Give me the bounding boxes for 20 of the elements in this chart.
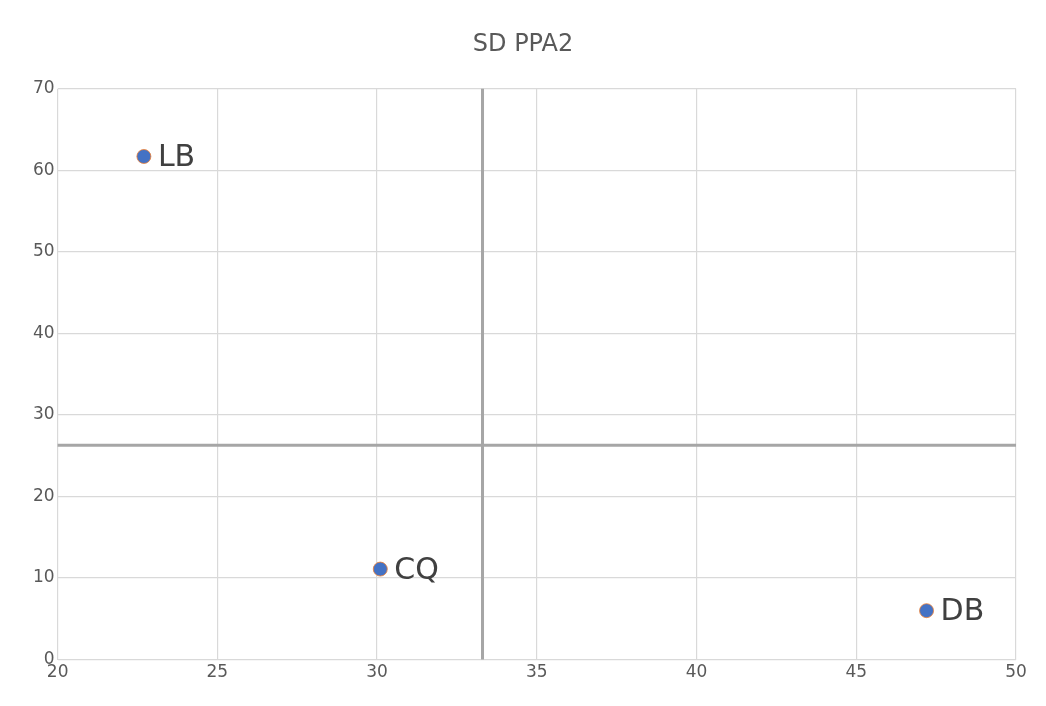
y-tick-label: 20 bbox=[32, 484, 55, 505]
point bbox=[136, 149, 152, 164]
y-tick-label: 30 bbox=[32, 403, 55, 424]
y-tick-label: 10 bbox=[32, 566, 55, 587]
y-tick-label: 60 bbox=[32, 158, 55, 179]
annotation: CQ bbox=[394, 550, 439, 586]
annotation: LB bbox=[157, 138, 196, 174]
x-tick-label: 25 bbox=[206, 661, 229, 682]
x-tick-label: 30 bbox=[366, 661, 388, 682]
x-tick-label: 45 bbox=[845, 661, 868, 682]
x-tick-label: 40 bbox=[685, 661, 708, 682]
y-tick-label: 40 bbox=[32, 321, 55, 342]
chart-title: SD PPA2 bbox=[472, 28, 574, 57]
point bbox=[372, 561, 388, 577]
y-tick-label: 50 bbox=[32, 240, 55, 261]
x-tick-label: 35 bbox=[526, 661, 548, 682]
y-tick-label: 70 bbox=[32, 77, 55, 98]
annotation: DB bbox=[940, 592, 985, 628]
point bbox=[919, 603, 934, 619]
x-tick-label: 50 bbox=[1005, 661, 1027, 682]
